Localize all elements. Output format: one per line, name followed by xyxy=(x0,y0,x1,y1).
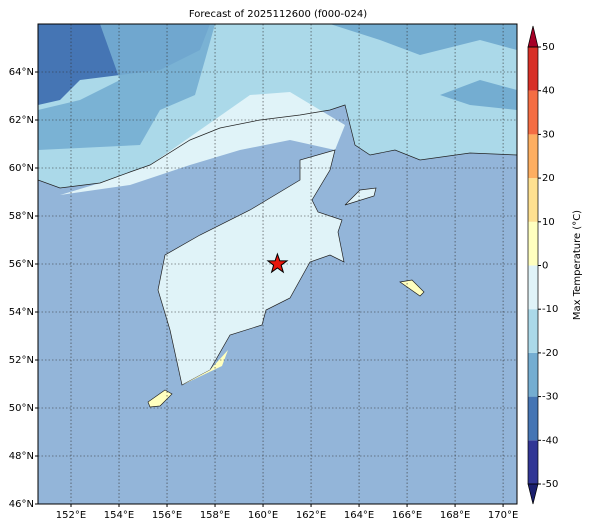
lon-label: 160°E xyxy=(248,510,278,521)
colorbar-extend-low xyxy=(527,483,539,505)
lat-label: 54°N xyxy=(9,307,34,318)
lon-label: 164°E xyxy=(344,510,374,521)
colorbar-tick-label: 0 xyxy=(542,261,548,272)
lon-label: 154°E xyxy=(104,510,134,521)
colorbar-tick-label: -10 xyxy=(542,304,558,315)
colorbar-tick-label: -50 xyxy=(542,479,558,490)
colorbar-tick-label: 30 xyxy=(542,129,555,140)
title: Forecast of 2025112600 (f000-024) xyxy=(189,9,367,20)
colorbar-segment xyxy=(528,90,538,135)
colorbar-tick-label: 40 xyxy=(542,86,555,97)
lon-label: 152°E xyxy=(56,510,86,521)
colorbar-segment xyxy=(528,178,538,222)
lon-label: 162°E xyxy=(296,510,326,521)
colorbar-tick-label: 50 xyxy=(542,42,555,53)
lat-label: 46°N xyxy=(9,499,34,510)
lat-label: 56°N xyxy=(9,259,34,270)
lon-label: 170°E xyxy=(488,510,518,521)
lon-label: 158°E xyxy=(200,510,230,521)
colorbar-tick-label: 20 xyxy=(542,173,555,184)
graticule xyxy=(38,24,517,505)
colorbar-segment xyxy=(528,47,538,91)
colorbar-segment xyxy=(528,440,538,484)
location-marker xyxy=(266,252,289,274)
lat-label: 48°N xyxy=(9,451,34,462)
colorbar-segment xyxy=(528,352,538,397)
colorbar-tick-label: 10 xyxy=(542,217,555,228)
lat-label: 62°N xyxy=(9,115,34,126)
lon-label: 156°E xyxy=(152,510,182,521)
lat-label: 64°N xyxy=(9,67,34,78)
colorbar-segment xyxy=(528,309,538,353)
colorbar-extend-high xyxy=(527,25,539,48)
lat-label: 52°N xyxy=(9,355,34,366)
lat-label: 58°N xyxy=(9,211,34,222)
colorbar-tick-label: -40 xyxy=(542,435,558,446)
colorbar-label: Max Temperature (°C) xyxy=(572,210,583,320)
lat-label: 50°N xyxy=(9,403,34,414)
colorbar-tick-label: -30 xyxy=(542,392,558,403)
colorbar-segment xyxy=(528,221,538,266)
colorbar-segment xyxy=(528,134,538,179)
lon-label: 166°E xyxy=(392,510,422,521)
colorbar-tick-label: -20 xyxy=(542,348,558,359)
lon-label: 168°E xyxy=(440,510,470,521)
colorbar-segment xyxy=(528,396,538,441)
colorbar-segment xyxy=(528,265,538,310)
lat-label: 60°N xyxy=(9,163,34,174)
